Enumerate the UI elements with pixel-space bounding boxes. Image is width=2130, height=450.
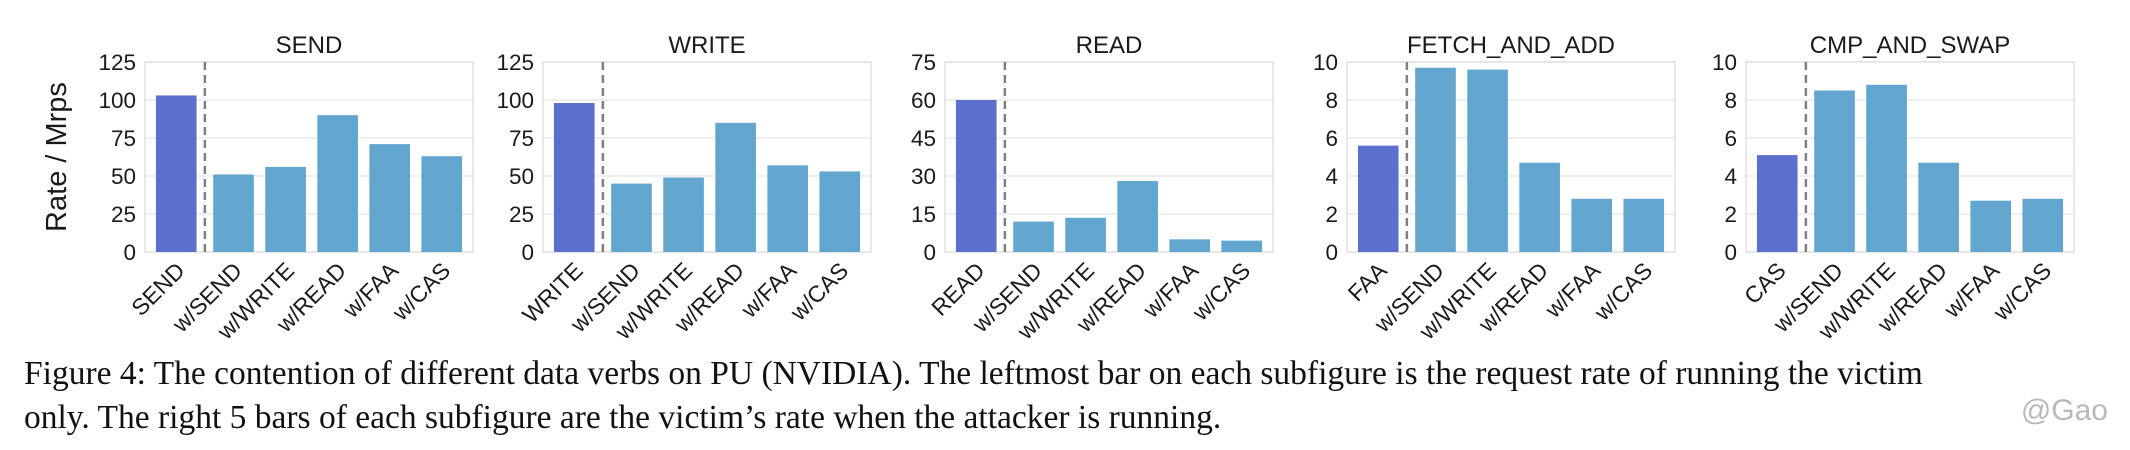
bar: [1519, 162, 1560, 252]
bar: [663, 177, 704, 252]
bar: [1221, 240, 1263, 252]
bar: [955, 100, 997, 252]
y-tick-label: 15: [911, 202, 936, 227]
y-tick-label: 50: [111, 164, 136, 189]
y-tick-label: 30: [911, 164, 936, 189]
subplot-1: 0255075100125SENDw/SENDw/WRITEw/READw/FA…: [41, 32, 474, 345]
bar: [1117, 181, 1158, 252]
bar: [369, 144, 411, 252]
bar: [421, 156, 463, 252]
bar: [317, 115, 358, 252]
y-tick-label: 125: [98, 50, 136, 75]
bar: [1571, 198, 1613, 252]
plot-frame: [1346, 61, 1676, 253]
bar: [265, 166, 306, 252]
bar: [1169, 239, 1211, 252]
bar: [1814, 90, 1855, 252]
plot-frame: [144, 61, 474, 253]
y-tick-label: 2: [1325, 202, 1338, 227]
bar: [1623, 198, 1665, 252]
plot-frame: [542, 61, 872, 253]
y-tick-label: 75: [111, 126, 136, 151]
y-tick-label: 0: [521, 240, 534, 265]
y-tick-label: 100: [98, 88, 136, 113]
bar: [213, 174, 254, 252]
plot-frame: [1745, 61, 2075, 253]
bar: [1357, 145, 1399, 252]
bar: [1467, 69, 1508, 252]
bar: [715, 122, 756, 252]
y-tick-label: 0: [923, 240, 936, 265]
y-axis-label: Rate / Mrps: [41, 82, 73, 232]
x-tick-label: w/CAS: [1588, 257, 1657, 326]
watermark: @Gao: [2020, 394, 2108, 427]
y-tick-label: 45: [911, 126, 936, 151]
subplot-4: 0246810FAAw/SENDw/WRITEw/READw/FAAw/CASF…: [1313, 32, 1676, 345]
y-tick-label: 6: [1724, 126, 1737, 151]
y-tick-label: 60: [911, 88, 936, 113]
figure-caption: Figure 4: The contention of different da…: [24, 352, 2104, 440]
x-tick-label: FAA: [1343, 257, 1393, 307]
bar: [767, 165, 809, 252]
y-tick-label: 25: [111, 202, 136, 227]
subplot-2: 0255075100125WRITEw/SENDw/WRITEw/READw/F…: [496, 32, 872, 345]
y-tick-label: 10: [1712, 50, 1737, 75]
bar: [553, 103, 595, 252]
bar: [819, 171, 861, 252]
subplot-title: SEND: [276, 32, 343, 59]
y-tick-label: 4: [1724, 164, 1737, 189]
bar: [1756, 155, 1798, 252]
y-tick-label: 25: [509, 202, 534, 227]
subplot-3: 01530456075READw/SENDw/WRITEw/READw/FAAw…: [911, 32, 1274, 345]
y-tick-label: 50: [509, 164, 534, 189]
bar: [2022, 198, 2064, 252]
figure-panels: 0255075100125SENDw/SENDw/WRITEw/READw/FA…: [41, 32, 2075, 345]
caption-line-1: Figure 4: The contention of different da…: [24, 355, 1923, 392]
y-tick-label: 125: [496, 50, 534, 75]
bar: [155, 95, 197, 252]
y-tick-label: 0: [123, 240, 136, 265]
subplot-title: FETCH_AND_ADD: [1407, 32, 1615, 59]
bar: [1065, 217, 1106, 252]
plot-frame: [944, 61, 1274, 253]
x-tick-label: w/CAS: [1987, 257, 2056, 326]
subplot-title: WRITE: [668, 32, 745, 59]
y-tick-label: 4: [1325, 164, 1338, 189]
y-tick-label: 100: [496, 88, 534, 113]
x-tick-label: CAS: [1739, 257, 1791, 309]
y-tick-label: 75: [509, 126, 534, 151]
bar: [1918, 162, 1959, 252]
y-tick-label: 10: [1313, 50, 1338, 75]
y-tick-label: 75: [911, 50, 936, 75]
y-tick-label: 8: [1325, 88, 1338, 113]
subplot-5: 0246810CASw/SENDw/WRITEw/READw/FAAw/CASC…: [1712, 32, 2075, 345]
y-tick-label: 8: [1724, 88, 1737, 113]
bar: [611, 183, 652, 252]
x-tick-label: w/CAS: [386, 257, 455, 326]
x-tick-label: w/CAS: [784, 257, 853, 326]
x-tick-label: w/CAS: [1186, 257, 1255, 326]
caption-line-2: only. The right 5 bars of each subfigure…: [24, 399, 1222, 436]
subplot-title: READ: [1076, 32, 1143, 59]
bar: [1013, 221, 1054, 252]
subplot-title: CMP_AND_SWAP: [1810, 32, 2010, 59]
y-tick-label: 6: [1325, 126, 1338, 151]
y-tick-label: 2: [1724, 202, 1737, 227]
bar: [1415, 67, 1456, 252]
bar: [1970, 200, 2012, 252]
y-tick-label: 0: [1325, 240, 1338, 265]
y-tick-label: 0: [1724, 240, 1737, 265]
bar: [1866, 84, 1907, 252]
